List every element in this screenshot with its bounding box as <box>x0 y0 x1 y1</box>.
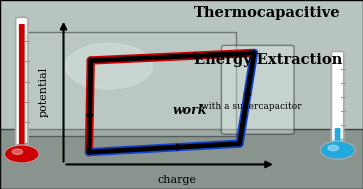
FancyBboxPatch shape <box>0 129 363 189</box>
FancyBboxPatch shape <box>16 17 28 156</box>
FancyBboxPatch shape <box>331 51 344 152</box>
Text: work: work <box>172 104 207 117</box>
FancyBboxPatch shape <box>221 45 294 134</box>
Text: potential: potential <box>38 67 49 117</box>
FancyBboxPatch shape <box>335 128 340 149</box>
Text: Thermocapacitive: Thermocapacitive <box>194 6 341 20</box>
Circle shape <box>328 145 338 151</box>
FancyBboxPatch shape <box>18 32 236 136</box>
Text: charge: charge <box>158 176 196 185</box>
FancyBboxPatch shape <box>19 24 25 153</box>
Circle shape <box>65 43 152 89</box>
Text: Energy Extraction: Energy Extraction <box>194 53 342 67</box>
Text: with a supercapacitor: with a supercapacitor <box>201 102 302 111</box>
Circle shape <box>4 145 39 163</box>
Circle shape <box>320 141 355 159</box>
Circle shape <box>12 149 23 154</box>
